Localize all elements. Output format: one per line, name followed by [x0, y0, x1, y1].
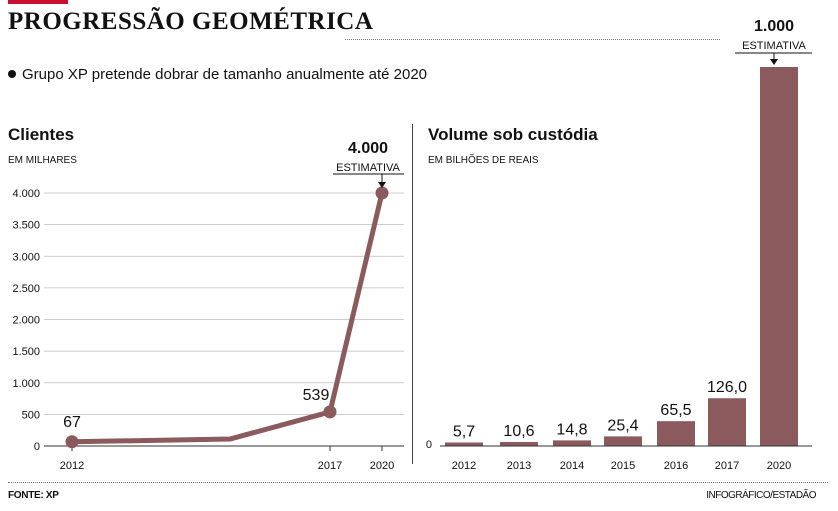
volume-x-tick-label: 2013	[507, 460, 531, 472]
accent-bar	[8, 0, 68, 4]
volume-annotation: 1.000 ESTIMATIVA	[735, 18, 812, 65]
clientes-chart: Clientes EM MILHARES 0 500 1.000 1.500 2.000…	[8, 125, 404, 472]
clientes-y-tick-label: 1.500	[12, 346, 40, 358]
clientes-data-label: 67	[63, 414, 81, 431]
clientes-estimate-value: 4.000	[348, 140, 388, 157]
volume-bar	[604, 436, 642, 446]
volume-x-tick-label: 2012	[452, 460, 476, 472]
volume-x-tick-label: 2016	[664, 460, 688, 472]
volume-bar	[708, 398, 746, 446]
title-dotted-rule	[345, 39, 720, 40]
clientes-point	[375, 186, 389, 200]
clientes-y-tick-label: 2.500	[12, 283, 40, 295]
clientes-annotation: 4.000 ESTIMATIVA	[333, 140, 404, 188]
clientes-y-tick-label: 1.000	[12, 378, 40, 390]
clientes-x-tick-label: 2012	[60, 460, 84, 472]
volume-y-ticks: 0	[426, 439, 432, 451]
clientes-y-tick-label: 4.000	[12, 188, 40, 200]
clientes-y-tick-label: 0	[34, 441, 40, 453]
volume-bar	[760, 67, 798, 446]
volume-data-label: 10,6	[503, 423, 534, 440]
volume-bar	[553, 440, 591, 446]
volume-bar	[500, 441, 538, 446]
volume-title: Volume sob custódia	[428, 125, 598, 144]
clientes-subtitle: EM MILHARES	[8, 155, 77, 166]
subtitle: Grupo XP pretende dobrar de tamanho anua…	[8, 66, 427, 83]
clientes-y-tick-label: 2.000	[12, 315, 40, 327]
clientes-data-label: 539	[303, 387, 330, 404]
volume-subtitle: EM BILHÕES DE REAIS	[428, 153, 539, 166]
credit-note: INFOGRÁFICO/ESTADÃO	[706, 490, 816, 501]
clientes-line	[69, 190, 385, 445]
page-title: PROGRESSÃO GEOMÉTRICA	[8, 8, 374, 35]
volume-x-tick-label: 2014	[560, 460, 584, 472]
volume-y-tick-label: 0	[426, 439, 432, 451]
clientes-y-tick-label: 3.000	[12, 251, 40, 263]
clientes-series	[65, 186, 389, 449]
clientes-estimate-note: ESTIMATIVA	[336, 162, 400, 174]
volume-bars	[440, 67, 812, 447]
clientes-data-labels: 67 539	[63, 387, 329, 431]
source-note: FONTE: XP	[8, 490, 59, 501]
volume-data-label: 14,8	[556, 421, 587, 438]
volume-x-tick-label: 2020	[767, 460, 791, 472]
clientes-x-ticks: 2012 2017 2020	[60, 446, 394, 472]
volume-data-label: 65,5	[660, 402, 691, 419]
volume-chart: Volume sob custódia EM BILHÕES DE REAIS …	[426, 18, 812, 472]
volume-data-label: 5,7	[453, 424, 475, 441]
volume-data-labels: 5,7 10,6 14,8 25,4 65,5 126,0	[453, 379, 747, 440]
clientes-point	[323, 405, 337, 419]
volume-x-ticks: 2012 2013 2014 2015 2016 2017 2020	[452, 460, 791, 472]
volume-data-label: 126,0	[707, 379, 747, 396]
clientes-point	[65, 435, 79, 449]
clientes-y-tick-label: 3.500	[12, 220, 40, 232]
volume-estimate-note: ESTIMATIVA	[742, 40, 806, 52]
volume-estimate-value: 1.000	[754, 18, 794, 35]
clientes-estimate-pointer	[378, 182, 386, 188]
clientes-gridlines	[44, 192, 404, 447]
volume-estimate-pointer	[770, 59, 778, 65]
clientes-x-tick-label: 2020	[370, 460, 394, 472]
clientes-x-tick-label: 2017	[318, 460, 342, 472]
volume-bar	[445, 442, 483, 446]
panel-divider	[412, 124, 413, 464]
volume-x-tick-label: 2017	[715, 460, 739, 472]
clientes-y-tick-label: 500	[22, 409, 40, 421]
bullet-icon	[8, 70, 16, 79]
clientes-title: Clientes	[8, 125, 74, 144]
clientes-y-ticks: 0 500 1.000 1.500 2.000 2.500 3.000 3.500 4.000	[12, 188, 40, 453]
footer-dotted-rule	[8, 482, 828, 483]
volume-x-tick-label: 2015	[611, 460, 635, 472]
subtitle-text: Grupo XP pretende dobrar de tamanho anua…	[22, 66, 428, 83]
volume-bar	[657, 421, 695, 446]
volume-data-label: 25,4	[607, 417, 638, 434]
